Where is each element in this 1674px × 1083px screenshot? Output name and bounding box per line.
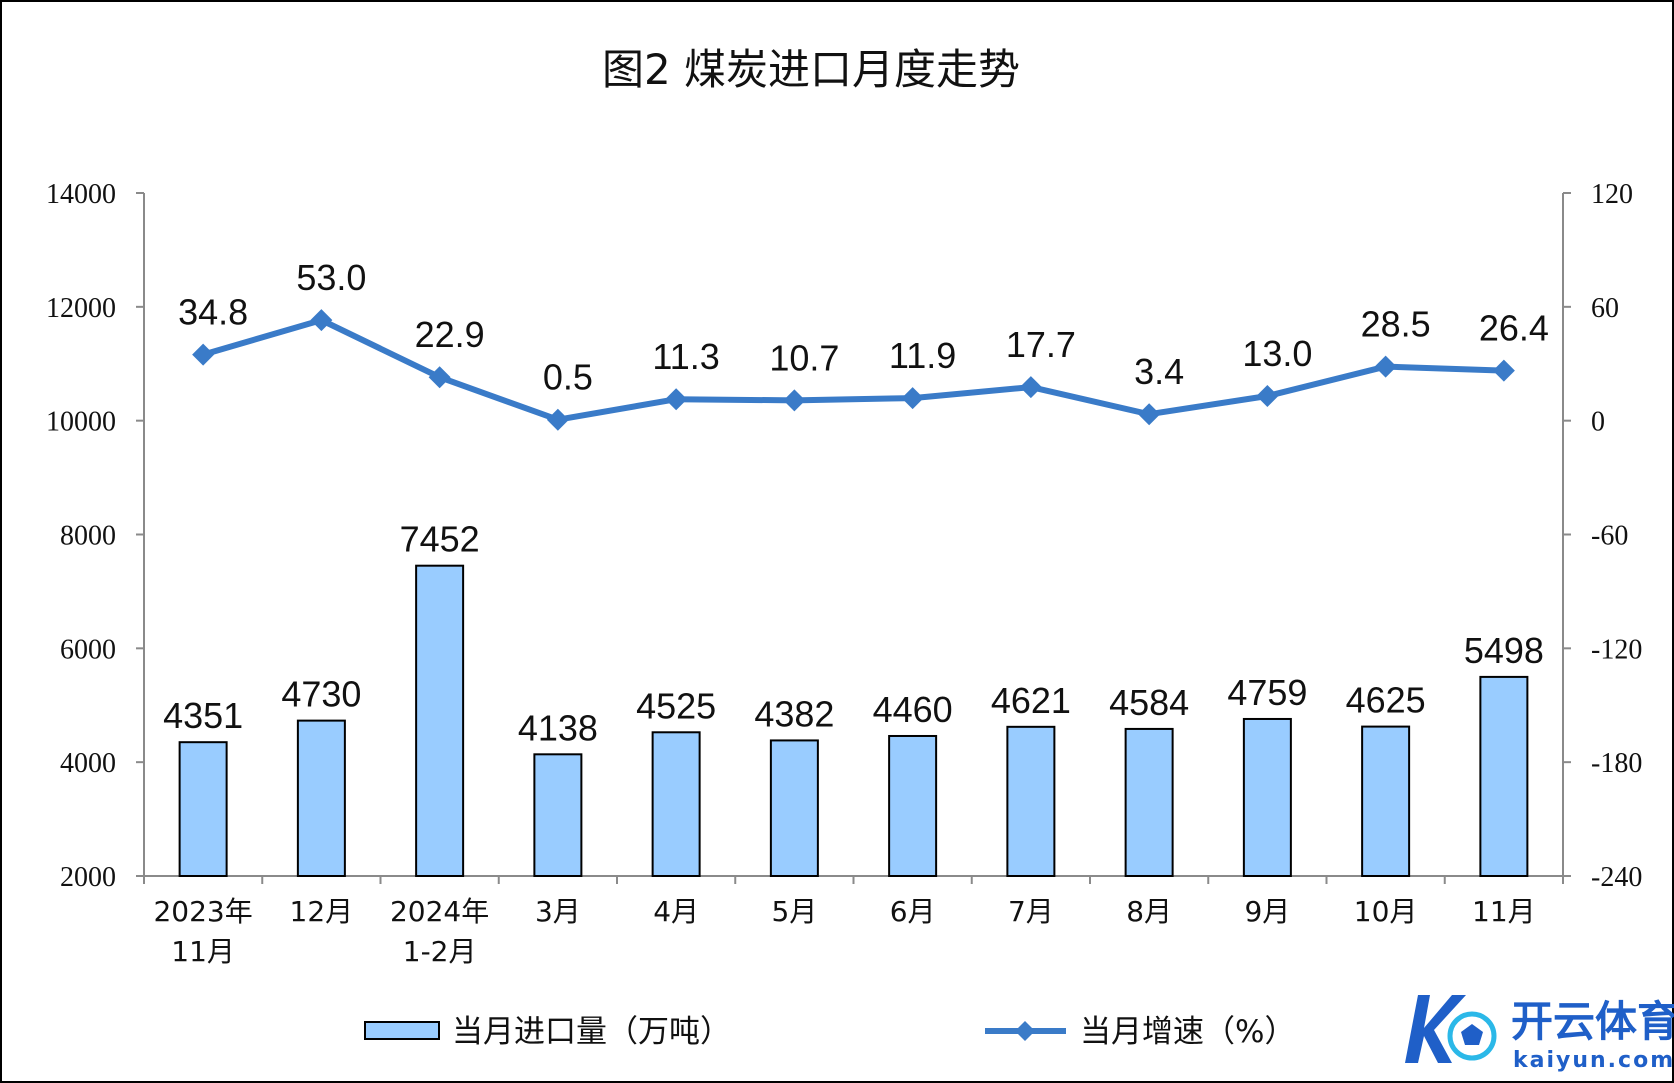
bar bbox=[651, 731, 701, 877]
left-tick-label: 10000 bbox=[46, 407, 116, 438]
x-category-label: 5月 bbox=[771, 895, 817, 928]
bar-value-label: 4625 bbox=[1346, 680, 1426, 721]
line-series bbox=[192, 309, 1515, 431]
left-tick-label: 8000 bbox=[60, 521, 116, 552]
legend-bar-swatch bbox=[364, 1021, 440, 1040]
bar-value-label: 4351 bbox=[163, 695, 243, 736]
line-value-label: 0.5 bbox=[543, 357, 593, 398]
bar bbox=[178, 741, 228, 877]
x-category-label: 2024年 bbox=[390, 895, 489, 928]
bar bbox=[1479, 675, 1529, 878]
left-tick-label: 6000 bbox=[60, 634, 116, 665]
x-category-label: 1-2月 bbox=[403, 935, 477, 968]
right-axis-ticks: -240 -180 -120 -60 0 60 120 bbox=[1563, 179, 1642, 893]
legend-diamond-marker bbox=[1015, 1021, 1035, 1041]
right-tick-label: -180 bbox=[1591, 748, 1642, 779]
left-axis-ticks: 2000 4000 6000 8000 10000 12000 14000 bbox=[46, 179, 144, 893]
bar bbox=[1242, 717, 1292, 877]
bar-value-label: 4460 bbox=[873, 689, 953, 730]
line-value-label: 11.3 bbox=[652, 336, 719, 377]
bar bbox=[888, 734, 938, 877]
line-marker bbox=[310, 309, 333, 332]
line-value-label: 53.0 bbox=[296, 257, 366, 298]
line-marker bbox=[192, 343, 215, 366]
bar-value-label: 5498 bbox=[1464, 630, 1544, 671]
kaiyun-logo-icon bbox=[1405, 995, 1497, 1063]
line-data-labels: 34.8 53.0 22.9 0.5 11.3 10.7 11.9 17.7 3.4 13.0 28… bbox=[178, 257, 1549, 398]
line-marker bbox=[1374, 355, 1397, 378]
bar bbox=[415, 564, 465, 877]
line-marker bbox=[546, 408, 569, 431]
bar bbox=[1124, 727, 1174, 877]
bar-value-label: 4759 bbox=[1227, 672, 1307, 713]
bar-value-label: 4138 bbox=[518, 707, 598, 748]
legend: 当月进口量（万吨） 当月增速（%） bbox=[364, 1014, 1295, 1050]
line-marker bbox=[665, 388, 688, 411]
x-category-label: 6月 bbox=[890, 895, 936, 928]
line-value-label: 17.7 bbox=[1006, 324, 1076, 365]
left-tick-label: 4000 bbox=[60, 748, 116, 779]
watermark-domain: kaiyun.com bbox=[1513, 1048, 1674, 1073]
line-marker bbox=[1019, 376, 1042, 399]
left-tick-label: 12000 bbox=[46, 293, 116, 324]
line-value-label: 26.4 bbox=[1479, 308, 1549, 349]
x-category-label: 3月 bbox=[535, 895, 581, 928]
line-marker bbox=[783, 389, 806, 412]
line-value-label: 13.0 bbox=[1242, 333, 1312, 374]
x-category-label: 10月 bbox=[1354, 895, 1418, 928]
bar-value-label: 4584 bbox=[1109, 682, 1189, 723]
bar bbox=[1361, 725, 1411, 877]
x-category-label: 2023年 bbox=[153, 895, 252, 928]
bar-value-label: 4621 bbox=[991, 680, 1071, 721]
right-tick-label: -120 bbox=[1591, 634, 1642, 665]
left-tick-label: 2000 bbox=[60, 862, 116, 893]
legend-bar-label: 当月进口量（万吨） bbox=[452, 1014, 731, 1050]
line-marker bbox=[901, 387, 924, 410]
line-value-label: 34.8 bbox=[178, 292, 248, 333]
bar-value-label: 4730 bbox=[281, 674, 361, 715]
x-axis-ticks: 2023年 11月 12月 2024年 1-2月 3月 4月 5月 6月 7月 8月 9月 10月 11月 bbox=[143, 876, 1564, 968]
line-value-label: 28.5 bbox=[1361, 304, 1431, 345]
bar-value-label: 7452 bbox=[400, 519, 480, 560]
x-category-label: 4月 bbox=[653, 895, 699, 928]
chart-title: 图2 煤炭进口月度走势 bbox=[602, 45, 1020, 94]
right-tick-label: -240 bbox=[1591, 862, 1642, 893]
bar-data-labels: 4351 4730 7452 4138 4525 4382 4460 4621 4584 4759… bbox=[163, 519, 1544, 749]
x-category-label: 8月 bbox=[1126, 895, 1172, 928]
x-category-label: 11月 bbox=[171, 935, 235, 968]
right-tick-label: 120 bbox=[1591, 179, 1633, 210]
x-category-label: 12月 bbox=[290, 895, 354, 928]
left-tick-label: 14000 bbox=[46, 179, 116, 210]
bar bbox=[533, 753, 583, 878]
watermark-brand: 开云体育 bbox=[1511, 997, 1674, 1046]
line-value-label: 22.9 bbox=[415, 314, 485, 355]
line-value-label: 10.7 bbox=[769, 337, 839, 378]
line-value-label: 11.9 bbox=[889, 335, 956, 376]
right-tick-label: 0 bbox=[1591, 407, 1605, 438]
bar bbox=[1006, 725, 1056, 877]
line-value-label: 3.4 bbox=[1134, 351, 1184, 392]
kaiyun-watermark: 开云体育 kaiyun.com bbox=[1405, 995, 1674, 1073]
bar-value-label: 4382 bbox=[754, 693, 834, 734]
legend-line-label: 当月增速（%） bbox=[1080, 1014, 1295, 1050]
x-category-label: 11月 bbox=[1472, 895, 1536, 928]
line-marker bbox=[1492, 359, 1515, 382]
right-tick-label: 60 bbox=[1591, 293, 1619, 324]
bar-series bbox=[178, 564, 1529, 878]
bar bbox=[296, 719, 346, 877]
x-category-label: 7月 bbox=[1008, 895, 1054, 928]
bar-value-label: 4525 bbox=[636, 685, 716, 726]
bar bbox=[769, 739, 819, 877]
line-marker bbox=[428, 366, 451, 389]
line-marker bbox=[1138, 403, 1161, 426]
right-tick-label: -60 bbox=[1591, 521, 1628, 552]
x-category-label: 9月 bbox=[1244, 895, 1290, 928]
line-marker bbox=[1256, 385, 1279, 408]
growth-line bbox=[202, 317, 1504, 423]
